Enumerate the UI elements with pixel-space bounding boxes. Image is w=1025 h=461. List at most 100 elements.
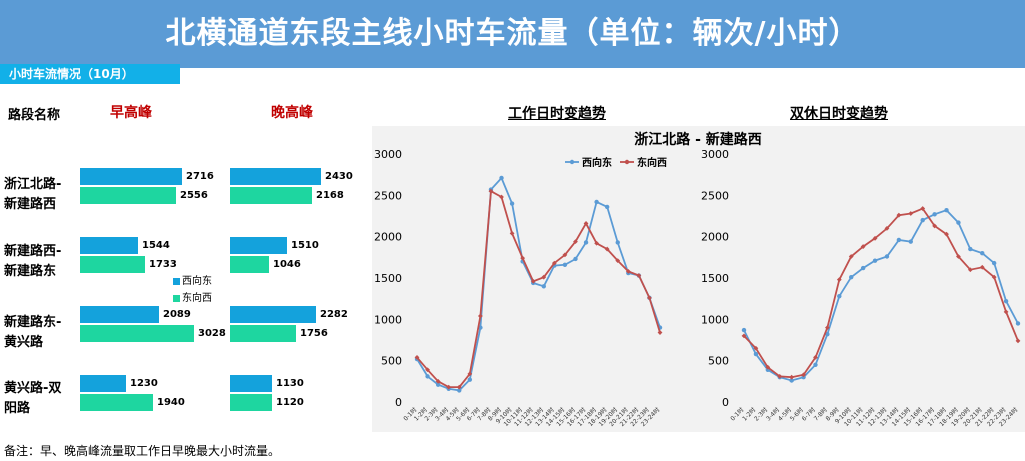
data-point-west (594, 240, 600, 246)
road-name-line2: 黄兴路 (4, 335, 44, 350)
y-tick-label: 2500 (701, 189, 729, 202)
data-point-east (801, 375, 806, 380)
y-tick-label: 2000 (701, 231, 729, 244)
data-point-east (562, 262, 568, 267)
data-point-west (446, 384, 452, 390)
data-point-east (573, 256, 578, 262)
am-west-value: 1940 (157, 397, 185, 408)
data-point-west (741, 333, 747, 339)
legend-marker-east (569, 159, 575, 165)
data-point-west (551, 260, 557, 266)
pm-west-bar (230, 256, 269, 273)
series-line-east (416, 176, 661, 392)
am-west-bar (80, 256, 145, 273)
y-tick-label: 1500 (701, 272, 729, 285)
data-point-west (944, 231, 949, 237)
pm-east-value: 1510 (291, 240, 319, 251)
am-east-value: 1544 (142, 240, 170, 251)
pm-east-value: 1130 (276, 378, 304, 389)
chart-section-label: 浙江北路 - 新建路西 (634, 131, 762, 148)
am-west-value: 3028 (198, 328, 226, 339)
pm-peak-header: 晚高峰 (271, 105, 313, 121)
data-point-east (583, 240, 589, 245)
data-point-east (594, 199, 599, 205)
data-point-west (765, 364, 771, 370)
data-point-west (824, 325, 830, 330)
data-point-west (657, 330, 663, 335)
subtitle: 小时车流情况（10月） (9, 67, 134, 81)
data-point-west (425, 367, 430, 373)
am-west-bar (80, 394, 153, 411)
data-point-west (848, 254, 854, 259)
data-point-east (872, 258, 878, 263)
data-point-east (968, 246, 973, 252)
data-point-west (991, 274, 997, 280)
data-point-west (647, 295, 652, 301)
road-name-line2: 新建路西 (4, 197, 57, 212)
data-point-west (884, 226, 890, 231)
am-east-bar (80, 306, 159, 323)
data-point-east (457, 388, 462, 393)
am-west-value: 2556 (180, 190, 208, 201)
data-point-west (777, 373, 783, 379)
data-point-west (625, 268, 631, 274)
data-point-west (967, 267, 973, 273)
y-tick-label: 500 (708, 355, 729, 368)
series-line-west (416, 189, 661, 389)
y-tick-label: 1000 (374, 313, 402, 326)
data-point-west (573, 239, 578, 245)
data-point-east (604, 204, 610, 210)
road-name-line1: 新建路东- (4, 315, 62, 330)
data-point-east (1015, 321, 1021, 326)
y-tick-label: 2000 (374, 231, 402, 244)
pm-east-value: 2430 (325, 171, 353, 182)
data-point-east (920, 217, 925, 223)
pm-east-value: 2282 (320, 309, 348, 320)
y-tick-label: 3000 (374, 148, 402, 161)
data-point-east (849, 274, 854, 280)
data-point-east (425, 374, 430, 379)
data-point-east (509, 201, 515, 206)
series-line-west (743, 207, 1019, 379)
data-point-west (789, 374, 795, 380)
pm-west-value: 1756 (300, 328, 328, 339)
pm-east-bar (230, 375, 272, 392)
data-point-east (896, 237, 902, 243)
road-name-line1: 浙江北路- (4, 177, 62, 192)
legend-east-label: 西向东 (182, 276, 212, 287)
pm-west-value: 2168 (316, 190, 344, 201)
data-point-east (884, 254, 890, 259)
page-title: 北横通道东段主线小时车流量（单位：辆次/小时） (165, 16, 860, 51)
pm-west-bar (230, 394, 272, 411)
road-name-line2: 新建路东 (4, 264, 57, 279)
legend-label-west: 东向西 (637, 156, 667, 169)
road-segment-name: 浙江北路- 新建路西 (4, 175, 76, 215)
pm-east-bar (230, 237, 287, 254)
data-point-east (908, 239, 913, 244)
data-point-west (509, 230, 515, 236)
weekday-chart-title: 工作日时变趋势 (508, 106, 606, 122)
data-point-west (979, 264, 985, 270)
data-point-east (541, 284, 546, 289)
y-tick-label: 2500 (374, 189, 402, 202)
data-point-east (435, 382, 441, 387)
data-point-west (530, 278, 536, 284)
data-point-east (499, 175, 504, 181)
data-point-east (753, 351, 759, 357)
am-west-value: 1733 (149, 259, 177, 270)
data-point-east (813, 362, 818, 367)
data-point-east (944, 208, 949, 213)
data-point-west (920, 206, 926, 211)
data-point-east (615, 240, 620, 245)
data-point-east (860, 265, 866, 271)
legend-west-swatch (173, 295, 180, 302)
y-tick-label: 1000 (701, 313, 729, 326)
road-name-header: 路段名称 (8, 108, 61, 123)
am-peak-header: 早高峰 (110, 105, 152, 121)
data-point-west (414, 354, 420, 360)
data-point-east (837, 293, 842, 299)
data-point-west (604, 246, 610, 252)
data-point-west (896, 212, 902, 218)
data-point-west (456, 384, 462, 390)
pm-west-bar (230, 187, 312, 204)
